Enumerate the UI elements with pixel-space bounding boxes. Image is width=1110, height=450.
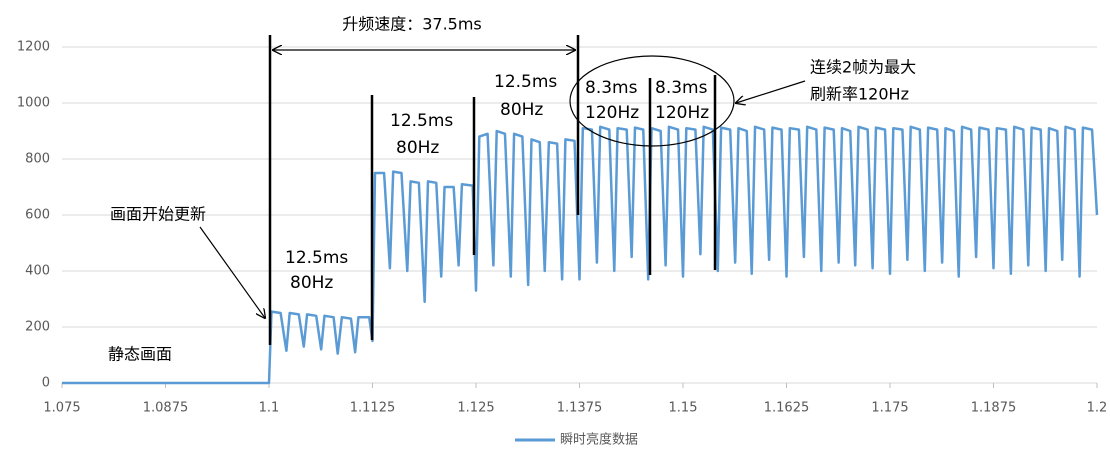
x-tick-label: 1.15 — [669, 401, 698, 416]
x-tick-label: 1.1125 — [350, 401, 396, 416]
y-tick-label: 400 — [25, 264, 50, 279]
annotation: 80Hz — [396, 138, 439, 158]
x-tick-label: 1.125 — [457, 401, 494, 416]
annotation: 刷新率120Hz — [810, 85, 909, 104]
annotation: 升频速度：37.5ms — [342, 15, 482, 34]
annotation: 8.3ms — [585, 78, 638, 98]
annotation: 12.5ms — [494, 72, 557, 92]
callout-arrow — [736, 80, 806, 103]
y-tick-label: 0 — [42, 376, 50, 391]
legend-label: 瞬时亮度数据 — [560, 432, 638, 448]
plot — [62, 125, 1099, 385]
y-tick-label: 1200 — [17, 40, 50, 55]
x-tick-label: 1.2 — [1087, 401, 1108, 416]
annotation: 静态画面 — [108, 345, 172, 364]
x-tick-label: 1.1375 — [557, 401, 603, 416]
x-tick-label: 1.0875 — [143, 401, 189, 416]
annotation: 12.5ms — [285, 248, 348, 268]
x-tick-label: 1.1 — [259, 401, 280, 416]
x-tick-label: 1.175 — [871, 401, 908, 416]
x-tick-label: 1.075 — [43, 401, 80, 416]
annotation-shapes — [199, 35, 806, 345]
y-tick-label: 600 — [25, 208, 50, 223]
annotation: 120Hz — [655, 103, 709, 123]
annotation: 120Hz — [585, 103, 639, 123]
callout-arrow — [199, 226, 265, 318]
y-tick-label: 200 — [25, 320, 50, 335]
annotation: 画面开始更新 — [110, 205, 206, 224]
data-line — [62, 125, 1099, 385]
annotation: 80Hz — [500, 100, 543, 120]
annotation: 8.3ms — [655, 78, 708, 98]
annotation: 80Hz — [290, 273, 333, 293]
y-tick-label: 1000 — [17, 96, 50, 111]
grid — [61, 46, 1098, 388]
annotation: 连续2帧为最大 — [810, 58, 916, 77]
y-tick-label: 800 — [25, 152, 50, 167]
x-tick-label: 1.1875 — [971, 401, 1017, 416]
x-tick-label: 1.1625 — [764, 401, 810, 416]
annotation: 12.5ms — [390, 111, 453, 131]
